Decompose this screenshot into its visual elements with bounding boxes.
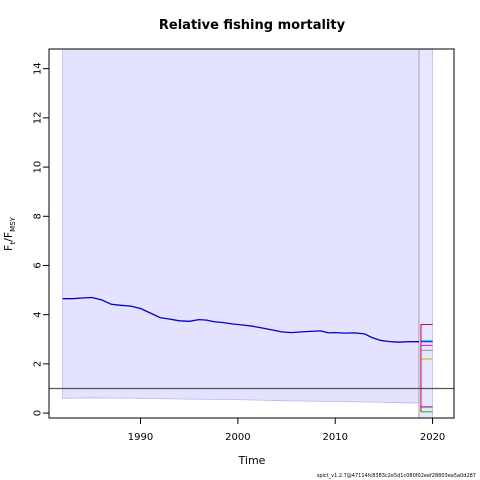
y-tick-label-14: 14 [33, 62, 44, 75]
y-tick-label-12: 12 [33, 112, 44, 125]
y-tick-label-8: 8 [33, 213, 44, 219]
x-tick-label-2020: 2020 [420, 432, 445, 443]
chart-title: Relative fishing mortality [159, 18, 346, 33]
y-label-mid: /F [2, 232, 15, 242]
x-tick-label-1990: 1990 [128, 432, 153, 443]
y-tick-label-0: 0 [33, 410, 44, 416]
y-axis: 0 2 4 6 8 10 12 14 [33, 62, 49, 416]
version-footer: spict_v1.2.7@47114fc8383c2e5d1c080f02eef… [317, 473, 476, 479]
y-tick-label-4: 4 [33, 311, 44, 317]
plot-frame [48, 48, 455, 419]
y-tick-label-10: 10 [33, 161, 44, 174]
y-label-sub-msy: MSY [9, 216, 17, 231]
x-tick-label-2000: 2000 [225, 432, 250, 443]
y-label-main: F [2, 245, 15, 251]
x-tick-label-2010: 2010 [322, 432, 347, 443]
x-axis-label: Time [238, 454, 266, 467]
series-line-0 [62, 296, 419, 343]
y-tick-label-6: 6 [33, 262, 44, 268]
confidence-band [62, 48, 424, 404]
x-axis: 1990 2000 2010 2020 [128, 418, 445, 443]
y-axis-label: Ft/FMSY [2, 216, 17, 251]
y-tick-label-2: 2 [33, 361, 44, 367]
y-label-sub-t: t [9, 242, 17, 245]
plot-content [49, 48, 454, 419]
